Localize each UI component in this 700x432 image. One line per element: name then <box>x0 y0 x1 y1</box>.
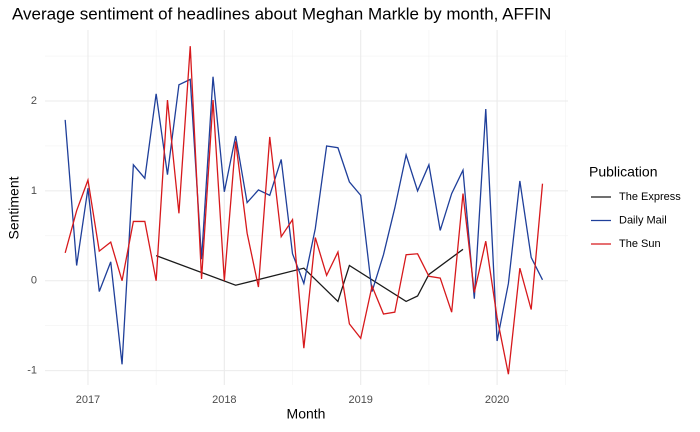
series-line <box>64 46 544 375</box>
legend-label: Daily Mail <box>619 214 667 226</box>
x-tick-label: 2020 <box>485 394 509 406</box>
y-axis-title: Sentiment <box>6 176 22 239</box>
legend-title: Publication <box>589 164 658 180</box>
y-tick-label: 2 <box>31 95 37 107</box>
y-tick-label: 0 <box>31 275 37 287</box>
x-axis-title: Month <box>287 406 326 422</box>
chart-title: Average sentiment of headlines about Meg… <box>12 4 551 23</box>
y-tick-label: 1 <box>31 185 37 197</box>
legend-label: The Express <box>619 191 681 203</box>
x-tick-label: 2018 <box>212 394 236 406</box>
x-tick-label: 2019 <box>348 394 372 406</box>
legend-label: The Sun <box>619 238 661 250</box>
y-tick-label: -1 <box>27 365 37 377</box>
series-line <box>64 76 544 365</box>
x-tick-label: 2017 <box>76 394 100 406</box>
